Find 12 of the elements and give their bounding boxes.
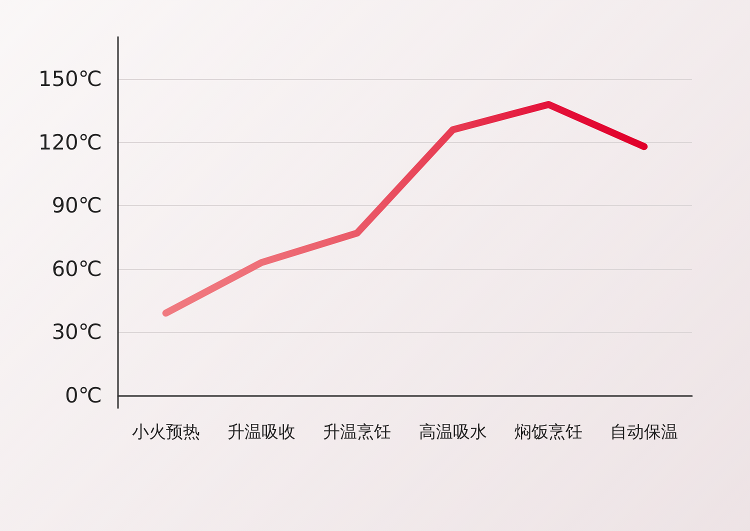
y-tick-label: 0℃ bbox=[65, 383, 102, 408]
y-tick-label: 120℃ bbox=[38, 130, 102, 154]
y-tick-label: 90℃ bbox=[52, 194, 102, 218]
x-tick-label: 升温吸收 bbox=[228, 422, 296, 442]
y-tick-label: 150℃ bbox=[38, 67, 102, 92]
x-tick-label: 高温吸水 bbox=[418, 422, 487, 442]
x-tick-label: 焖饭烹饪 bbox=[514, 422, 582, 442]
x-tick-label: 自动保温 bbox=[610, 422, 678, 442]
y-tick-label: 30℃ bbox=[52, 320, 102, 344]
y-tick-label: 60℃ bbox=[52, 256, 102, 281]
x-tick-label: 升温烹饪 bbox=[323, 422, 392, 442]
x-tick-label: 小火预热 bbox=[132, 422, 200, 442]
